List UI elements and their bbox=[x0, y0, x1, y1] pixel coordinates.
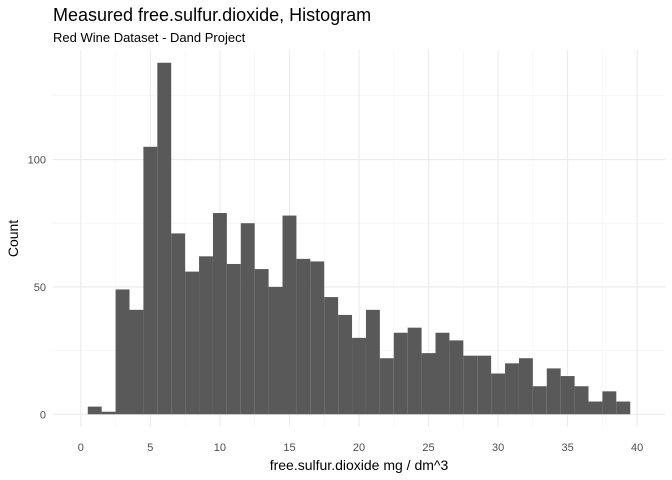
chart-subtitle: Red Wine Dataset - Dand Project bbox=[53, 30, 246, 45]
x-tick-label: 15 bbox=[283, 442, 295, 454]
x-tick-label: 10 bbox=[214, 442, 226, 454]
x-tick-label: 5 bbox=[147, 442, 153, 454]
histogram-bar bbox=[268, 286, 283, 415]
histogram-bar bbox=[226, 263, 241, 415]
histogram-bar bbox=[282, 215, 297, 415]
chart-title: Measured free.sulfur.dioxide, Histogram bbox=[53, 5, 372, 25]
x-tick-label: 30 bbox=[492, 442, 504, 454]
histogram-bar bbox=[463, 355, 478, 415]
histogram-bar bbox=[171, 233, 186, 415]
histogram-bar bbox=[588, 401, 603, 415]
x-tick-label: 0 bbox=[78, 442, 84, 454]
histogram-bar bbox=[421, 353, 436, 415]
histogram-bar bbox=[449, 340, 464, 415]
histogram-bar bbox=[254, 269, 269, 415]
histogram-bar bbox=[115, 289, 130, 415]
histogram-bar bbox=[435, 332, 450, 415]
y-tick-label: 0 bbox=[40, 409, 46, 421]
y-tick-label: 100 bbox=[28, 155, 46, 167]
x-tick-label: 40 bbox=[631, 442, 643, 454]
histogram-bar bbox=[296, 258, 311, 415]
histogram-bar bbox=[477, 355, 492, 415]
histogram-bar bbox=[393, 332, 408, 415]
x-tick-label: 20 bbox=[353, 442, 365, 454]
histogram-bar bbox=[324, 297, 339, 415]
y-axis-ticks: 0 50 100 bbox=[28, 155, 46, 422]
histogram-bar bbox=[338, 314, 353, 415]
histogram-bar bbox=[185, 271, 200, 415]
histogram-bar bbox=[491, 373, 506, 415]
histogram-bar bbox=[129, 309, 144, 415]
histogram-bar bbox=[574, 386, 589, 415]
histogram-bar bbox=[532, 386, 547, 415]
x-tick-label: 35 bbox=[562, 442, 574, 454]
x-axis-title: free.sulfur.dioxide mg / dm^3 bbox=[270, 457, 449, 473]
x-axis-ticks: 0 5 10 15 20 25 30 35 40 bbox=[78, 442, 644, 454]
histogram-bar bbox=[352, 337, 366, 415]
histogram-bar bbox=[143, 146, 158, 415]
histogram-bar bbox=[546, 368, 561, 415]
histogram-bars bbox=[87, 62, 631, 415]
histogram-bar bbox=[616, 401, 631, 415]
histogram-bar bbox=[365, 309, 380, 415]
histogram-bar bbox=[240, 223, 255, 415]
histogram-bar bbox=[157, 62, 172, 415]
y-axis-title: Count bbox=[5, 220, 21, 257]
histogram-bar bbox=[518, 358, 533, 415]
histogram-bar bbox=[560, 376, 575, 415]
histogram-bar bbox=[212, 213, 227, 415]
histogram-bar bbox=[199, 256, 213, 415]
y-tick-label: 50 bbox=[34, 282, 46, 294]
x-tick-label: 25 bbox=[422, 442, 434, 454]
histogram-bar bbox=[602, 391, 617, 415]
histogram-bar bbox=[407, 327, 422, 415]
histogram-bar bbox=[310, 261, 325, 415]
histogram-bar bbox=[101, 411, 116, 415]
histogram-bar bbox=[505, 363, 519, 415]
histogram-bar bbox=[379, 358, 394, 415]
histogram-bar bbox=[87, 406, 102, 415]
